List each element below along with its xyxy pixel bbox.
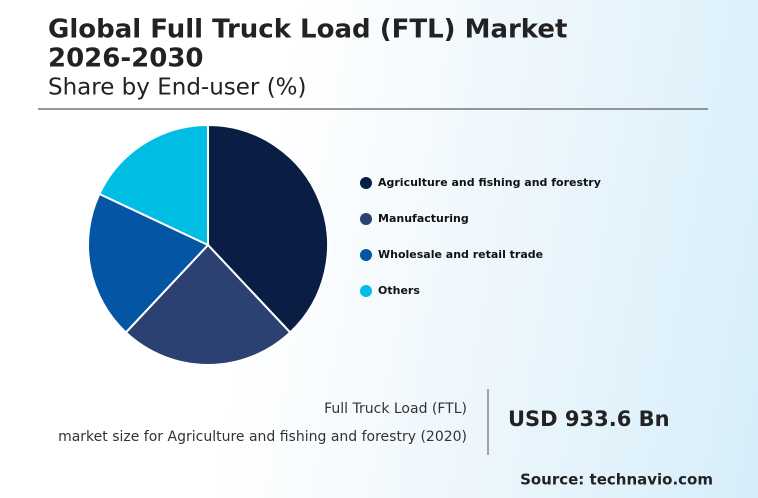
summary-value: USD 933.6 Bn [508, 407, 670, 431]
legend-label: Others [378, 284, 420, 297]
pie-slice [87, 192, 210, 334]
legend-marker [360, 213, 372, 225]
legend-label: Wholesale and retail trade [378, 248, 543, 261]
chart-title: Global Full Truck Load (FTL) Market [48, 15, 567, 45]
chart-subtitle: Share by End-user (%) [48, 75, 307, 101]
pie-slice [207, 123, 329, 334]
legend-marker [360, 177, 372, 189]
legend-label: Agriculture and fishing and forestry [378, 176, 601, 189]
pie-slice [98, 123, 209, 247]
pie-slice [124, 243, 292, 366]
summary-label: Full Truck Load (FTL) [324, 401, 467, 417]
legend-marker [360, 249, 372, 261]
legend-label: Manufacturing [378, 212, 469, 225]
legend-marker [360, 285, 372, 297]
source: Source: technavio.com [520, 471, 713, 489]
chart-title: 2026-2030 [48, 44, 204, 74]
summary-label: market size for Agriculture and fishing … [58, 429, 467, 445]
